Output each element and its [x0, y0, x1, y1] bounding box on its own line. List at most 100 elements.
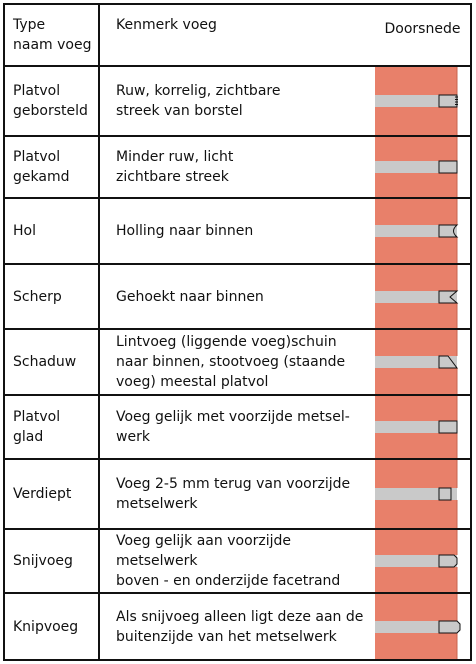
cross-section-flush: [375, 396, 470, 458]
joint-name: Verdiept: [13, 486, 72, 502]
feature-cell: Gehoekt naar binnen: [100, 265, 375, 328]
mortar-joint: [375, 555, 457, 567]
joint-name: Knipvoeg: [13, 618, 79, 635]
type-cell: Snijvoeg: [5, 530, 100, 592]
joint-profile: [438, 554, 458, 568]
section-cell: [375, 265, 470, 328]
type-cell: Scherp: [5, 265, 100, 328]
joint-types-table: Type naam voeg Kenmerk voeg Doorsnede Pl…: [3, 3, 472, 661]
section-cell: [375, 396, 470, 458]
mortar-joint: [375, 95, 457, 107]
table-row: Hol Holling naar binnen: [5, 199, 470, 265]
table-row: Verdiept Voeg 2-5 mm terug van voorzijde…: [5, 460, 470, 530]
feature-cell: Voeg 2-5 mm terug van voorzijde metselwe…: [100, 460, 375, 528]
joint-profile: [438, 224, 459, 238]
cross-section-vee: [375, 265, 470, 328]
feature-cell: Ruw, korrelig, zichtbare streek van bors…: [100, 67, 375, 135]
section-cell: [375, 594, 470, 659]
mortar-joint: [375, 225, 457, 237]
joint-name: Platvol glad: [13, 409, 61, 445]
type-cell: Platvol gekamd: [5, 137, 100, 197]
mortar-joint: [375, 291, 457, 303]
feature-cell: Lintvoeg (liggende voeg)schuin naar binn…: [100, 330, 375, 394]
type-cell: Schaduw: [5, 330, 100, 394]
joint-name: Scherp: [13, 288, 62, 305]
joint-description: Als snijvoeg alleen ligt deze aan de bui…: [116, 608, 364, 645]
header-feature-label: Kenmerk voeg: [116, 17, 217, 33]
joint-profile: [438, 94, 458, 108]
table-row: Knipvoeg Als snijvoeg alleen ligt deze a…: [5, 594, 470, 659]
table-row: Platvol glad Voeg gelijk met voorzijde m…: [5, 396, 470, 460]
table-row: Snijvoeg Voeg gelijk aan voorzijde metse…: [5, 530, 470, 594]
brick-top: [375, 67, 457, 95]
type-cell: Verdiept: [5, 460, 100, 528]
joint-name: Snijvoeg: [13, 553, 73, 569]
cross-section-brushed: [375, 67, 470, 135]
cross-section-cut: [375, 530, 470, 592]
joint-description: Gehoekt naar binnen: [116, 288, 264, 305]
joint-profile: [438, 355, 458, 369]
cross-section-concave: [375, 199, 470, 263]
joint-description: Voeg 2-5 mm terug van voorzijde metselwe…: [116, 476, 351, 512]
cross-section-clipped: [375, 594, 470, 659]
joint-profile: [438, 620, 461, 634]
header-feature-cell: Kenmerk voeg: [100, 5, 375, 65]
brick-top: [375, 530, 457, 555]
brick-top: [375, 330, 457, 356]
mortar-joint: [375, 421, 457, 433]
joint-name: Platvol geborsteld: [13, 83, 88, 119]
cross-section-combed: [375, 137, 470, 197]
cross-section-recessed: [375, 460, 470, 528]
brick-bottom: [375, 368, 457, 394]
cross-section-shadow: [375, 330, 470, 394]
joint-profile: [438, 160, 458, 174]
brick-top: [375, 594, 457, 621]
section-cell: [375, 199, 470, 263]
feature-cell: Als snijvoeg alleen ligt deze aan de bui…: [100, 594, 375, 659]
brick-bottom: [375, 237, 457, 263]
brick-bottom: [375, 567, 457, 592]
header-section-label: Doorsnede: [384, 21, 461, 37]
joint-description: Holling naar binnen: [116, 223, 254, 239]
joint-description: Voeg gelijk aan voorzijde metselwerk bov…: [116, 533, 341, 589]
section-cell: [375, 530, 470, 592]
brick-bottom: [375, 107, 457, 135]
mortar-joint: [375, 161, 457, 173]
brick-top: [375, 396, 457, 421]
joint-profile: [438, 487, 452, 501]
table-row: Platvol geborsteld Ruw, korrelig, zichtb…: [5, 67, 470, 137]
feature-cell: Minder ruw, licht zichtbare streek: [100, 137, 375, 197]
mortar-joint: [375, 621, 457, 633]
joint-description: Lintvoeg (liggende voeg)schuin naar binn…: [116, 334, 346, 390]
mortar-joint: [375, 356, 457, 368]
section-cell: [375, 67, 470, 135]
feature-cell: Voeg gelijk met voorzijde metsel- werk: [100, 396, 375, 458]
brick-top: [375, 265, 457, 291]
brick-top: [375, 199, 457, 225]
section-cell: [375, 460, 470, 528]
feature-cell: Voeg gelijk aan voorzijde metselwerk bov…: [100, 530, 375, 592]
brick-top: [375, 460, 457, 488]
type-cell: Platvol geborsteld: [5, 67, 100, 135]
joint-name: Platvol gekamd: [13, 149, 70, 185]
section-cell: [375, 330, 470, 394]
joint-name: Hol: [13, 223, 36, 239]
joint-description: Voeg gelijk met voorzijde metsel- werk: [116, 409, 350, 445]
table-row: Platvol gekamd Minder ruw, licht zichtba…: [5, 137, 470, 199]
type-cell: Hol: [5, 199, 100, 263]
brick-bottom: [375, 633, 457, 659]
joint-description: Minder ruw, licht zichtbare streek: [116, 149, 234, 185]
table-row: Schaduw Lintvoeg (liggende voeg)schuin n…: [5, 330, 470, 396]
mortar-joint: [375, 488, 457, 500]
joint-name: Schaduw: [13, 354, 77, 370]
brick-bottom: [375, 500, 457, 528]
header-type-cell: Type naam voeg: [5, 5, 100, 65]
table-row: Scherp Gehoekt naar binnen: [5, 265, 470, 330]
header-type-label: Type naam voeg: [13, 17, 92, 53]
type-cell: Platvol glad: [5, 396, 100, 458]
brick-bottom: [375, 433, 457, 458]
brick-bottom: [375, 303, 457, 328]
joint-profile: [438, 290, 459, 304]
brick-bottom: [375, 173, 457, 197]
header-section-cell: Doorsnede: [375, 5, 470, 65]
